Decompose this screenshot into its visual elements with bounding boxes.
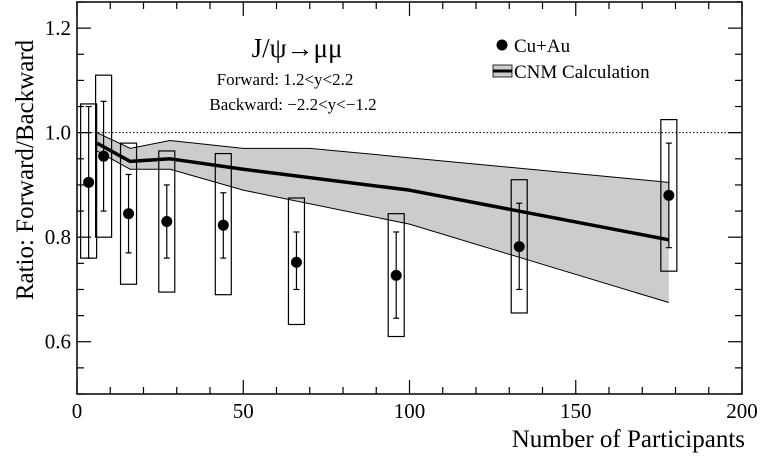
sys-box-2 [119, 142, 138, 285]
legend-data-marker [496, 39, 508, 51]
data-point-group-6 [387, 213, 405, 338]
x-tick-label-0: 0 [72, 399, 83, 423]
cnm-band [96, 132, 669, 303]
cnm-band-lower-edge [96, 150, 669, 304]
data-point-group-7 [510, 179, 528, 314]
data-point-5 [290, 256, 302, 268]
x-tick-label-4: 200 [726, 399, 758, 423]
data-point-2 [123, 208, 135, 220]
sys-box-4 [214, 152, 232, 296]
x-axis-title: Number of Participants [512, 426, 745, 453]
data-point-7 [513, 241, 525, 253]
y-tick-label-2: 1.0 [45, 121, 71, 145]
data-points-layer [80, 74, 678, 338]
x-tick-label-1: 50 [233, 399, 254, 423]
cnm-central-layer [96, 141, 670, 242]
sys-box-8 [660, 118, 678, 272]
legend-model-label: CNM Calculation [514, 62, 650, 83]
cnm-band-layer [96, 132, 669, 304]
data-point-1 [98, 150, 110, 162]
sys-box-1 [94, 74, 113, 238]
sys-box-5 [287, 197, 306, 326]
x-tick-label-3: 150 [560, 399, 592, 423]
data-point-group-8 [660, 118, 678, 272]
sys-box-3 [158, 150, 176, 293]
data-point-6 [390, 269, 402, 281]
y-tick-label-1: 0.8 [45, 225, 71, 249]
process-label: J/ψ→μμ [252, 33, 343, 63]
legend-data-label: Cu+Au [514, 36, 571, 57]
x-tick-label-2: 100 [394, 399, 426, 423]
data-point-group-2 [119, 142, 138, 285]
sys-box-7 [510, 179, 528, 314]
legend: Cu+Au CNM Calculation [492, 36, 650, 83]
y-tick-label-0: 0.6 [45, 330, 71, 354]
y-tick-label-3: 1.2 [45, 16, 71, 40]
data-point-8 [663, 189, 675, 201]
y-axis-title: Ratio: Forward/Backward [12, 39, 39, 300]
data-point-group-5 [287, 197, 306, 326]
data-point-group-4 [214, 152, 232, 296]
cnm-central-curve [96, 141, 670, 242]
data-point-3 [161, 216, 173, 228]
cnm-band-upper-edge [96, 132, 669, 183]
data-point-4 [217, 219, 229, 231]
axis-ticks-layer: 0 50 100 150 200 0.6 0.8 1.0 1.2 [45, 1, 758, 423]
forward-range-label: Forward: 1.2<y<2.2 [217, 70, 354, 89]
data-point-group-0 [80, 103, 98, 259]
data-point-group-1 [94, 74, 113, 238]
data-point-group-3 [158, 150, 176, 293]
backward-range-label: Backward: −2.2<y<−1.2 [209, 95, 376, 114]
data-point-0 [83, 176, 95, 188]
sys-box-6 [387, 213, 405, 338]
